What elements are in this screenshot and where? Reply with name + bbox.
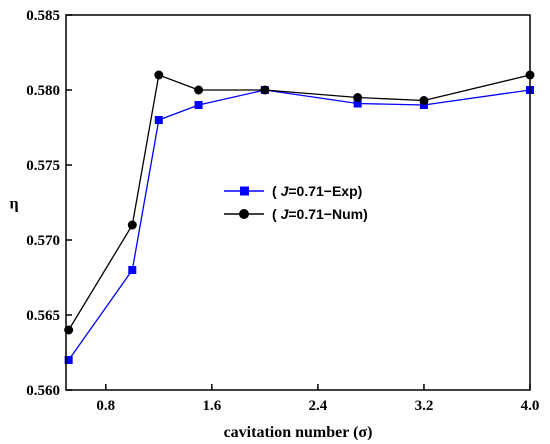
- data-point-circle: [260, 85, 270, 95]
- data-point-circle: [194, 85, 204, 95]
- legend-marker-square: [240, 186, 249, 196]
- series-1: [64, 70, 535, 335]
- legend-label-prefix: (: [272, 206, 281, 222]
- axes-layer: 0.8 1.6 2.4 3.2 4.0 0.560 0.565 0.570 0.575 0.580…: [26, 8, 539, 414]
- data-point-circle: [127, 220, 137, 230]
- data-point-square: [154, 116, 163, 124]
- legend-entry: ( J=0.71−Exp): [224, 183, 362, 199]
- plot-frame: [65, 14, 531, 391]
- data-point-circle: [353, 93, 363, 102]
- legend-label-prefix: (: [272, 183, 281, 199]
- x-tick-label: 3.2: [415, 398, 434, 414]
- y-tick-label: 0.570: [26, 233, 60, 249]
- legend-marker-circle: [239, 209, 249, 219]
- legend-label: ( J=0.71−Num): [272, 206, 368, 222]
- data-point-circle: [419, 96, 429, 105]
- series-line: [68, 89, 531, 361]
- y-tick-label: 0.585: [26, 8, 60, 24]
- x-tick-label: 2.4: [309, 398, 328, 414]
- y-tick-label: 0.565: [26, 308, 60, 324]
- legend-label-suffix: =0.71−Num): [288, 206, 367, 222]
- y-tick-label: 0.580: [26, 83, 60, 99]
- series-line: [68, 74, 531, 331]
- y-axis-title: η: [9, 196, 18, 213]
- data-point-square: [128, 266, 137, 274]
- data-point-square: [353, 99, 362, 108]
- y-tick-label: 0.575: [26, 158, 60, 174]
- data-point-square: [64, 356, 73, 364]
- legend: ( J=0.71−Exp)( J=0.71−Num): [224, 183, 368, 222]
- x-tick-label: 0.8: [96, 398, 115, 414]
- x-tick-label: 1.6: [202, 398, 221, 414]
- data-point-circle: [154, 70, 164, 80]
- legend-entry: ( J=0.71−Num): [224, 206, 368, 222]
- y-tick-label: 0.560: [26, 383, 60, 399]
- legend-label-italic: J: [281, 183, 290, 199]
- legend-label: ( J=0.71−Exp): [272, 183, 362, 199]
- x-tick-label: 4.0: [521, 398, 540, 414]
- legend-label-suffix: =0.71−Exp): [288, 183, 362, 199]
- x-axis-title: cavitation number (σ): [224, 424, 373, 441]
- legend-label-italic: J: [281, 206, 290, 222]
- data-point-square: [194, 101, 203, 109]
